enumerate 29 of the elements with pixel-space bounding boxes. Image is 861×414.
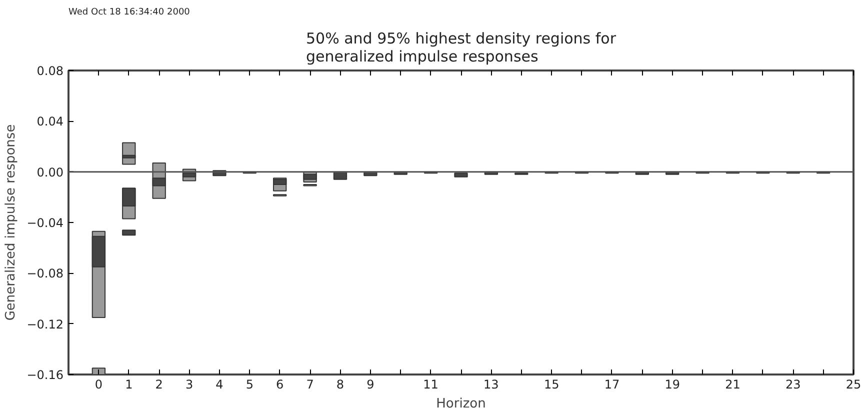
x-tick-label: 11 — [423, 378, 438, 392]
x-tick-label: 15 — [544, 378, 560, 392]
y-tick-label: −0.04 — [26, 216, 64, 230]
x-tick-label: 7 — [306, 378, 314, 392]
x-tick-label: 2 — [155, 378, 163, 392]
x-tick-label: 5 — [246, 378, 254, 392]
x-tick-label: 0 — [94, 378, 103, 392]
x-tick-label: 6 — [276, 378, 284, 392]
x-tick-label: 1 — [125, 378, 133, 392]
x-tick-label: 25 — [846, 378, 861, 392]
chart-title: 50% and 95% highest density regions for generalized impulse responses — [306, 30, 617, 66]
x-tick-label: 13 — [484, 378, 499, 392]
y-tick-label: −0.08 — [26, 266, 64, 281]
x-tick-label: 4 — [216, 378, 224, 392]
y-tick-label: −0.16 — [26, 368, 64, 382]
x-tick-label: 19 — [664, 378, 680, 392]
x-tick-label: 21 — [725, 378, 740, 392]
x-axis-title: Horizon — [436, 396, 486, 412]
y-tick-label: 0.08 — [36, 64, 64, 78]
x-tick-label: 23 — [785, 378, 801, 392]
y-tick-label: 0.00 — [36, 165, 64, 180]
text: Wed Oct 18 16:34:40 2000 — [68, 8, 190, 18]
x-tick-label: 8 — [336, 378, 344, 392]
x-tick-label: 3 — [185, 378, 194, 392]
x-tick-label: 9 — [366, 378, 374, 392]
y-axis-title: Generalized impulse response — [4, 124, 19, 321]
y-tick-label: 0.04 — [36, 114, 64, 129]
x-tick-label: 17 — [604, 378, 620, 392]
y-tick-label: −0.12 — [26, 317, 64, 332]
